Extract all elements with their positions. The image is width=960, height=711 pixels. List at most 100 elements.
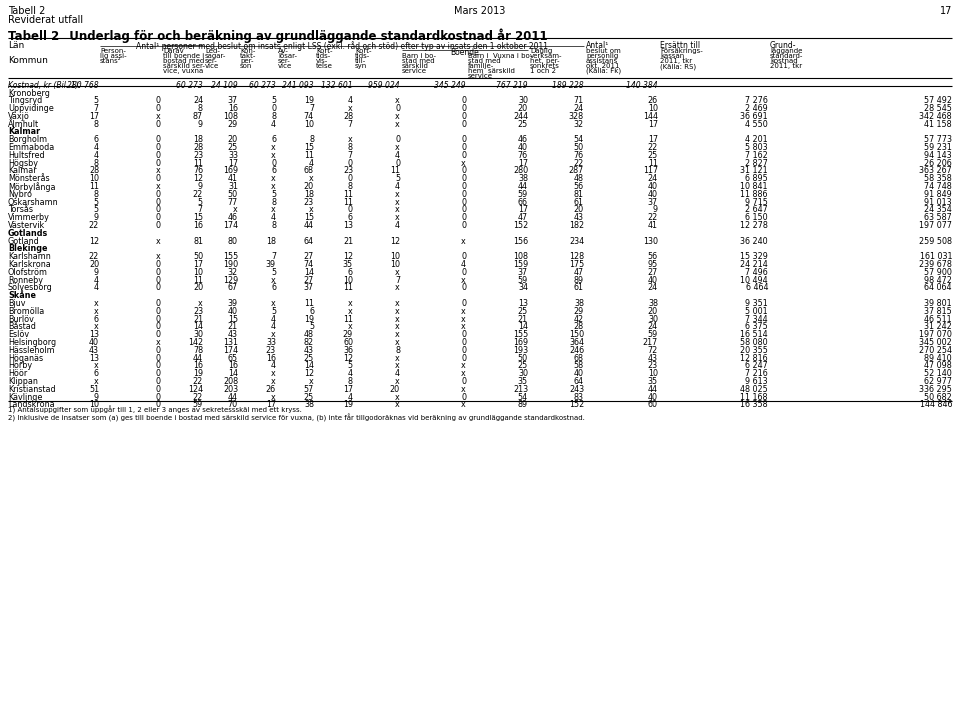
Text: 44: 44 [648, 385, 658, 394]
Text: Gotland: Gotland [8, 237, 39, 246]
Text: 0: 0 [461, 182, 466, 191]
Text: 89: 89 [517, 400, 528, 410]
Text: 54: 54 [574, 135, 584, 144]
Text: 41: 41 [228, 174, 238, 183]
Text: 23: 23 [343, 166, 353, 176]
Text: 12: 12 [390, 237, 400, 246]
Text: x: x [461, 159, 466, 168]
Text: 11: 11 [89, 182, 99, 191]
Text: 38: 38 [304, 400, 314, 410]
Text: 16: 16 [266, 353, 276, 363]
Text: Skåne: Skåne [8, 292, 36, 300]
Text: 38: 38 [574, 299, 584, 308]
Text: 20 355: 20 355 [740, 346, 768, 355]
Text: 15: 15 [228, 315, 238, 324]
Text: 213: 213 [513, 385, 528, 394]
Text: x: x [396, 377, 400, 386]
Text: 71: 71 [574, 96, 584, 105]
Text: Person-: Person- [100, 48, 126, 54]
Text: 0: 0 [348, 174, 353, 183]
Text: Antal¹ personer med beslut om insats enligt LSS (exkl. råd och stöd) efter typ a: Antal¹ personer med beslut om insats enl… [136, 41, 548, 51]
Text: 74: 74 [304, 112, 314, 121]
Text: 2011, tkr: 2011, tkr [770, 63, 803, 69]
Text: 22: 22 [193, 190, 203, 199]
Text: 234: 234 [569, 237, 584, 246]
Text: 5: 5 [94, 96, 99, 105]
Text: x: x [272, 143, 276, 152]
Text: 36 240: 36 240 [740, 237, 768, 246]
Text: x: x [396, 400, 400, 410]
Text: 81: 81 [574, 190, 584, 199]
Text: tids-: tids- [316, 53, 331, 59]
Text: Barn i  Vuxna i bo-: Barn i Vuxna i bo- [468, 53, 533, 59]
Text: 270 254: 270 254 [919, 346, 952, 355]
Text: Blekinge: Blekinge [8, 245, 47, 254]
Text: 4: 4 [94, 151, 99, 160]
Text: 2 827: 2 827 [745, 159, 768, 168]
Text: 16: 16 [228, 361, 238, 370]
Text: 336 295: 336 295 [919, 385, 952, 394]
Text: 10: 10 [304, 119, 314, 129]
Text: hem  särskild: hem särskild [468, 68, 515, 74]
Text: x: x [348, 104, 353, 113]
Text: 25: 25 [517, 119, 528, 129]
Text: 4: 4 [309, 159, 314, 168]
Text: 0: 0 [156, 307, 161, 316]
Text: x: x [272, 276, 276, 284]
Text: till-: till- [355, 58, 367, 64]
Text: vice: vice [205, 63, 219, 69]
Text: 37: 37 [648, 198, 658, 207]
Text: 2 647: 2 647 [745, 205, 768, 215]
Text: 0: 0 [395, 104, 400, 113]
Text: 46: 46 [228, 213, 238, 223]
Text: x: x [94, 323, 99, 331]
Text: x: x [396, 307, 400, 316]
Text: 4: 4 [395, 182, 400, 191]
Text: 33: 33 [266, 338, 276, 347]
Text: x: x [94, 307, 99, 316]
Text: 342 468: 342 468 [920, 112, 952, 121]
Text: 8: 8 [348, 377, 353, 386]
Text: 37 815: 37 815 [924, 307, 952, 316]
Text: Bjuv: Bjuv [8, 299, 26, 308]
Text: 42: 42 [574, 315, 584, 324]
Text: x: x [396, 198, 400, 207]
Text: Antal¹: Antal¹ [586, 41, 610, 50]
Text: Daglig: Daglig [530, 48, 552, 54]
Text: 0: 0 [395, 135, 400, 144]
Text: 6: 6 [348, 268, 353, 277]
Text: 21: 21 [193, 315, 203, 324]
Text: 217: 217 [643, 338, 658, 347]
Text: Därav: Därav [163, 48, 183, 54]
Text: familje-: familje- [468, 63, 494, 69]
Text: 14: 14 [304, 268, 314, 277]
Text: 244: 244 [513, 112, 528, 121]
Text: 7 496: 7 496 [745, 268, 768, 277]
Text: Av-: Av- [278, 48, 289, 54]
Text: 0: 0 [156, 276, 161, 284]
Text: ser-: ser- [278, 58, 291, 64]
Text: 5: 5 [271, 190, 276, 199]
Text: 16: 16 [228, 104, 238, 113]
Text: x: x [272, 331, 276, 339]
Text: x: x [156, 166, 161, 176]
Text: 7 162: 7 162 [745, 151, 768, 160]
Text: stad med: stad med [468, 58, 500, 64]
Text: 4: 4 [271, 361, 276, 370]
Text: Kävlinge: Kävlinge [8, 392, 42, 402]
Text: 4: 4 [348, 392, 353, 402]
Text: 91 849: 91 849 [924, 190, 952, 199]
Text: 74 748: 74 748 [924, 182, 952, 191]
Text: 0: 0 [461, 392, 466, 402]
Text: 10: 10 [648, 369, 658, 378]
Text: Hässleholm: Hässleholm [8, 346, 55, 355]
Text: 8: 8 [94, 190, 99, 199]
Text: 10: 10 [648, 104, 658, 113]
Text: Ersättn till: Ersättn till [660, 41, 700, 50]
Text: 10: 10 [89, 400, 99, 410]
Text: 21: 21 [228, 323, 238, 331]
Text: Karlshamn: Karlshamn [8, 252, 51, 262]
Text: 0: 0 [156, 323, 161, 331]
Text: 0: 0 [156, 268, 161, 277]
Text: 25: 25 [648, 151, 658, 160]
